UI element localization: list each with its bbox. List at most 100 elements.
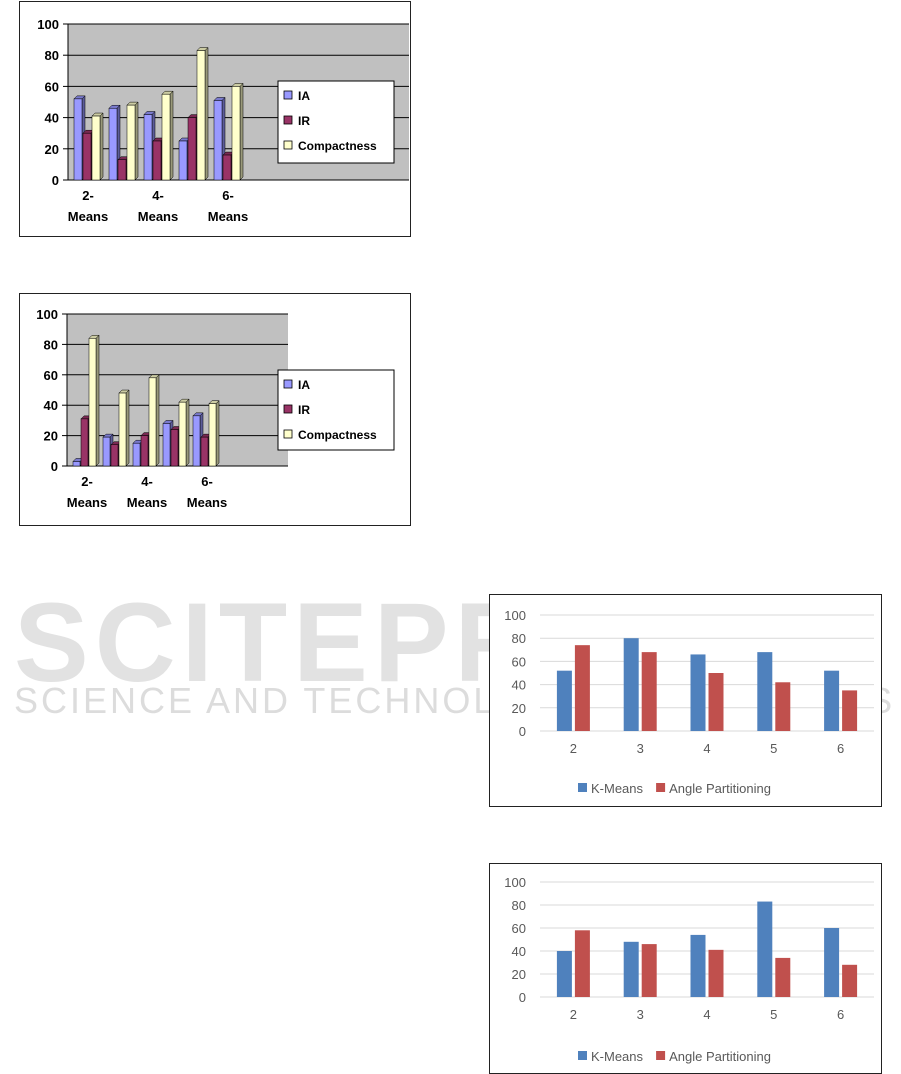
bar-side: [155, 374, 160, 467]
legend-label-ia: IA: [298, 378, 310, 392]
bar-k-means-1: [623, 941, 639, 997]
x-tick-label: 5: [770, 1007, 777, 1022]
x-tick-label: 4-: [152, 188, 164, 203]
bar-ia-3: [178, 140, 188, 181]
legend-swatch-0: [578, 1051, 587, 1060]
x-tick-label: Means: [127, 495, 167, 510]
bar-compactness-1: [118, 392, 127, 467]
bar-ir-0: [80, 418, 89, 467]
legend-box: [277, 369, 395, 451]
bar-ia-0: [72, 461, 81, 467]
x-tick-label: 2: [570, 1007, 577, 1022]
legend-label-ir: IR: [298, 114, 310, 128]
bar-ia-4: [213, 100, 223, 181]
bar-side: [125, 389, 130, 467]
bar-k-means-2: [690, 654, 706, 731]
bar-k-means-3: [757, 901, 773, 997]
legend-swatch-1: [656, 1051, 666, 1060]
bar-angle-partitioning-3: [775, 682, 791, 731]
legend-swatch-0: [578, 783, 587, 792]
x-tick-label: 6: [837, 741, 844, 756]
chart-1: 0 20 40 60 80 100 2- Means 4- Means 6- Means IA IR Com…: [19, 1, 411, 237]
bar-compactness-0: [88, 338, 97, 467]
bar-ir-0: [82, 132, 92, 181]
bar-ia-2: [143, 114, 153, 181]
legend-box: [277, 80, 395, 164]
bar-ir-3: [170, 429, 179, 467]
x-tick-label: Means: [187, 495, 227, 510]
y-tick-label: 60: [44, 368, 58, 383]
y-tick-label: 80: [44, 337, 58, 352]
bar-k-means-4: [824, 928, 840, 997]
bar-ia-1: [102, 436, 111, 467]
legend-swatch-ir: [283, 115, 293, 125]
bar-k-means-0: [556, 951, 572, 997]
bar-k-means-2: [690, 934, 706, 997]
bar-compactness-4: [231, 86, 241, 181]
y-tick-label: 60: [512, 921, 526, 936]
x-tick-label: 4: [703, 1007, 710, 1022]
y-tick-label: 40: [45, 111, 59, 126]
y-tick-label: 80: [512, 898, 526, 913]
x-tick-label: 6-: [222, 188, 234, 203]
legend-swatch-compactness: [283, 140, 293, 150]
x-tick-label: 2-: [82, 188, 94, 203]
chart-2-svg: 0 20 40 60 80 100 2- Means 4- Means 6- Means IA IR Com…: [36, 307, 395, 510]
x-tick-label: Means: [68, 209, 108, 224]
x-tick-label: 6: [837, 1007, 844, 1022]
chart-4-svg: 0 20 40 60 80 100 2 3 4 5 6 K-Means Angle Partitioni…: [504, 875, 874, 1064]
bar-ia-0: [73, 98, 83, 181]
y-tick-label: 0: [52, 173, 59, 188]
bar-ir-1: [117, 159, 127, 181]
bar-ir-2: [140, 435, 149, 467]
bar-k-means-0: [556, 670, 572, 731]
legend-label-ia: IA: [298, 89, 310, 103]
bar-ia-4: [192, 415, 201, 467]
chart-3: 0 20 40 60 80 100 2 3 4 5 6 K-Means Angle Partitioni…: [489, 594, 882, 807]
y-tick-label: 100: [36, 307, 58, 322]
chart-1-svg: 0 20 40 60 80 100 2- Means 4- Means 6- Means IA IR Com…: [37, 17, 409, 224]
bar-side: [99, 112, 104, 181]
bar-angle-partitioning-1: [641, 944, 657, 997]
bar-ir-1: [110, 444, 119, 467]
bar-side: [204, 46, 209, 181]
y-tick-label: 40: [512, 678, 526, 693]
bar-side: [134, 101, 139, 181]
bar-angle-partitioning-2: [708, 949, 724, 997]
legend-swatch-ia: [283, 379, 293, 389]
bar-side: [185, 398, 190, 467]
bar-ir-2: [152, 140, 162, 181]
legend-swatch-ir: [283, 404, 293, 414]
y-tick-label: 20: [45, 142, 59, 157]
bar-k-means-1: [623, 638, 639, 731]
bar-ia-1: [108, 107, 118, 181]
chart-3-svg: 0 20 40 60 80 100 2 3 4 5 6 K-Means Angle Partitioni…: [504, 608, 874, 796]
y-tick-label: 0: [519, 724, 526, 739]
y-tick-label: 20: [512, 701, 526, 716]
bar-angle-partitioning-0: [574, 645, 590, 731]
bar-angle-partitioning-1: [641, 652, 657, 731]
legend-label-0: K-Means: [591, 1049, 644, 1064]
y-tick-label: 60: [512, 654, 526, 669]
bar-angle-partitioning-4: [842, 964, 858, 997]
bar-compactness-3: [196, 50, 206, 181]
y-tick-label: 20: [512, 967, 526, 982]
chart-2: 0 20 40 60 80 100 2- Means 4- Means 6- Means IA IR Com…: [19, 293, 411, 526]
bar-side: [239, 82, 244, 181]
bar-ia-2: [132, 442, 141, 467]
bar-angle-partitioning-4: [842, 690, 858, 731]
bar-compactness-1: [126, 104, 136, 181]
bar-compactness-2: [161, 93, 171, 181]
x-tick-label: Means: [208, 209, 248, 224]
legend-label-1: Angle Partitioning: [669, 781, 771, 796]
bar-compactness-3: [178, 401, 187, 467]
x-tick-label: 4-: [141, 474, 153, 489]
legend-label-compactness: Compactness: [298, 428, 377, 442]
bar-ir-3: [187, 117, 197, 181]
x-tick-label: 2: [570, 741, 577, 756]
legend-swatch-compactness: [283, 429, 293, 439]
bar-angle-partitioning-0: [574, 930, 590, 997]
legend-label-compactness: Compactness: [298, 139, 377, 153]
chart-4: 0 20 40 60 80 100 2 3 4 5 6 K-Means Angle Partitioni…: [489, 863, 882, 1074]
bar-side: [169, 90, 174, 181]
